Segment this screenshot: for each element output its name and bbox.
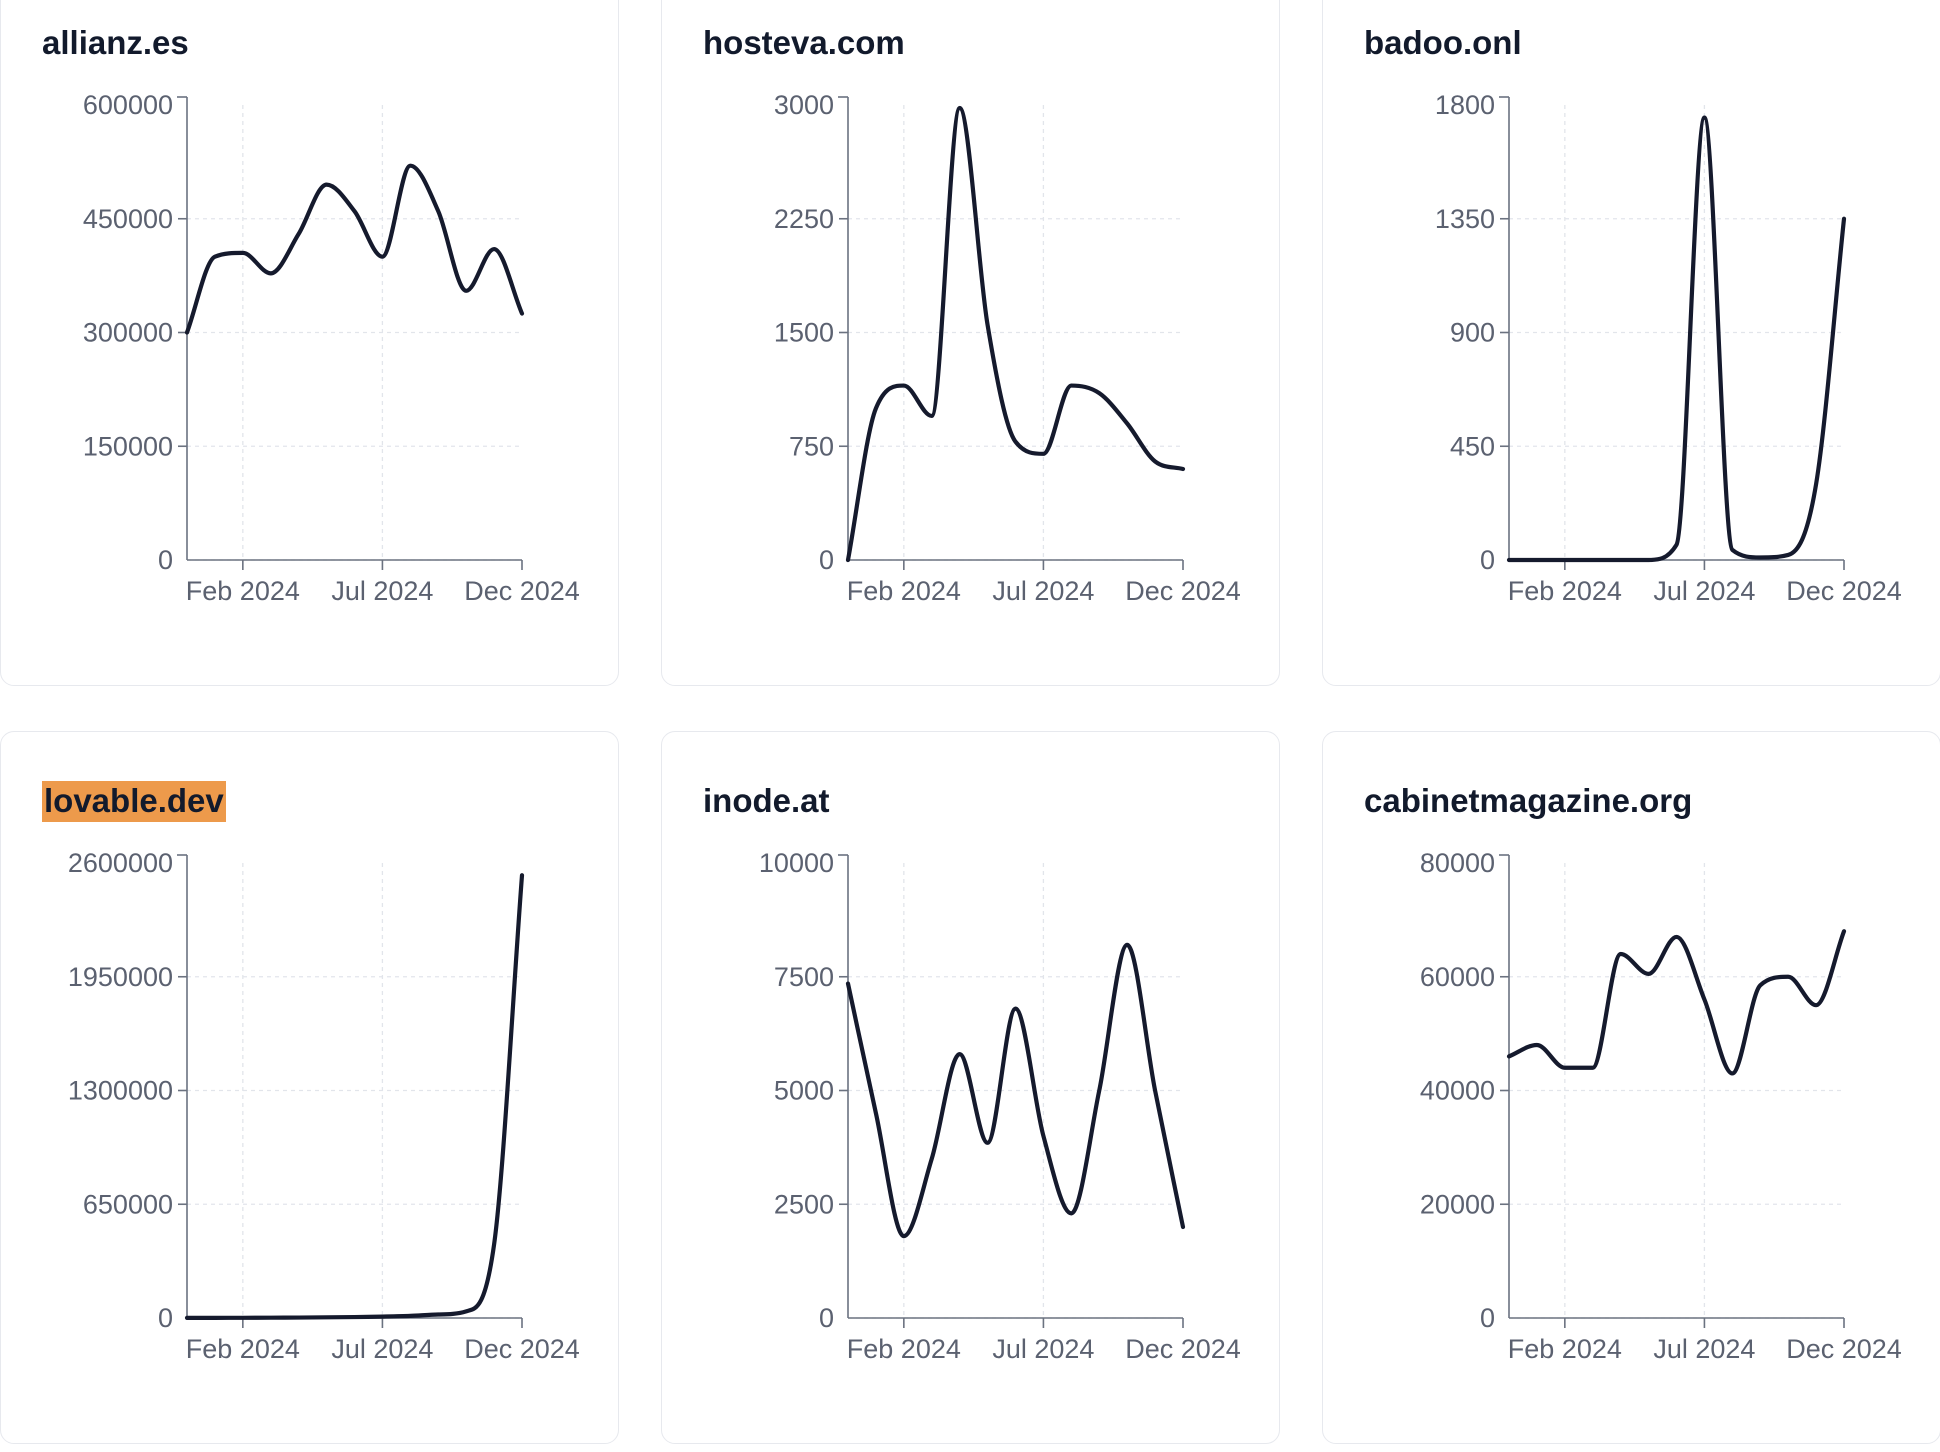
svg-text:450000: 450000: [83, 204, 173, 234]
svg-text:150000: 150000: [83, 431, 173, 461]
svg-text:0: 0: [158, 545, 173, 575]
svg-text:1300000: 1300000: [68, 1076, 173, 1106]
svg-text:0: 0: [819, 1303, 834, 1333]
svg-text:450: 450: [1450, 431, 1495, 461]
svg-text:Dec 2024: Dec 2024: [1125, 1334, 1241, 1364]
svg-text:750: 750: [789, 431, 834, 461]
svg-text:1800: 1800: [1435, 90, 1495, 120]
svg-text:Dec 2024: Dec 2024: [464, 1334, 580, 1364]
svg-text:Dec 2024: Dec 2024: [1786, 1334, 1902, 1364]
svg-text:0: 0: [158, 1303, 173, 1333]
svg-text:Feb 2024: Feb 2024: [1508, 1334, 1622, 1364]
svg-text:Jul 2024: Jul 2024: [992, 576, 1094, 606]
svg-text:0: 0: [1480, 1303, 1495, 1333]
svg-text:Feb 2024: Feb 2024: [186, 1334, 300, 1364]
svg-text:650000: 650000: [83, 1189, 173, 1219]
svg-text:Feb 2024: Feb 2024: [1508, 576, 1622, 606]
svg-text:Jul 2024: Jul 2024: [1653, 576, 1755, 606]
svg-text:Jul 2024: Jul 2024: [1653, 1334, 1755, 1364]
svg-text:3000: 3000: [774, 90, 834, 120]
svg-text:Dec 2024: Dec 2024: [464, 576, 580, 606]
svg-text:40000: 40000: [1420, 1076, 1495, 1106]
svg-text:5000: 5000: [774, 1076, 834, 1106]
svg-text:Feb 2024: Feb 2024: [186, 576, 300, 606]
svg-text:900: 900: [1450, 318, 1495, 348]
svg-text:60000: 60000: [1420, 962, 1495, 992]
svg-text:2250: 2250: [774, 204, 834, 234]
svg-text:1950000: 1950000: [68, 962, 173, 992]
svg-text:20000: 20000: [1420, 1189, 1495, 1219]
svg-text:10000: 10000: [759, 848, 834, 878]
svg-text:Dec 2024: Dec 2024: [1125, 576, 1241, 606]
svg-text:Feb 2024: Feb 2024: [847, 1334, 961, 1364]
svg-text:Feb 2024: Feb 2024: [847, 576, 961, 606]
svg-text:2500: 2500: [774, 1189, 834, 1219]
svg-text:600000: 600000: [83, 90, 173, 120]
svg-text:1350: 1350: [1435, 204, 1495, 234]
svg-text:Jul 2024: Jul 2024: [331, 576, 433, 606]
svg-text:0: 0: [1480, 545, 1495, 575]
svg-text:7500: 7500: [774, 962, 834, 992]
svg-text:0: 0: [819, 545, 834, 575]
svg-text:80000: 80000: [1420, 848, 1495, 878]
svg-text:Dec 2024: Dec 2024: [1786, 576, 1902, 606]
svg-text:Jul 2024: Jul 2024: [992, 1334, 1094, 1364]
svg-text:1500: 1500: [774, 318, 834, 348]
svg-text:300000: 300000: [83, 318, 173, 348]
svg-text:2600000: 2600000: [68, 848, 173, 878]
svg-text:Jul 2024: Jul 2024: [331, 1334, 433, 1364]
